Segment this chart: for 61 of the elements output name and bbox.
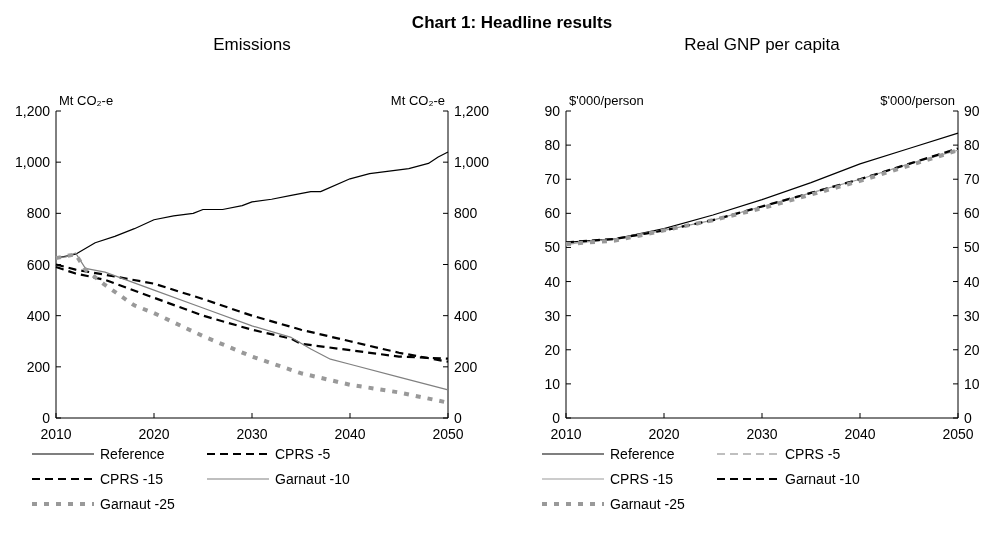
y2-tick-label: 60 xyxy=(964,205,980,222)
chart-subtitle: Real GNP per capita xyxy=(684,35,841,54)
x-tick-label: 2040 xyxy=(334,426,366,442)
legend-label: Garnaut -25 xyxy=(100,496,175,512)
chart-subtitle: Emissions xyxy=(213,35,291,54)
x-tick-label: 2010 xyxy=(550,426,582,442)
legend-label: Garnaut -10 xyxy=(785,471,860,487)
y2-tick-label: 400 xyxy=(454,307,478,324)
y-tick-label: 40 xyxy=(544,273,561,290)
y-axis-title: Mt CO₂-e xyxy=(59,93,114,108)
y2-tick-label: 40 xyxy=(964,273,980,290)
y-tick-label: 1,200 xyxy=(14,103,51,119)
y2-tick-label: 80 xyxy=(964,137,980,154)
y-tick-label: 200 xyxy=(26,358,51,375)
y-tick-label: 60 xyxy=(544,205,561,222)
legend-label: Reference xyxy=(100,446,165,462)
y2-tick-label: 10 xyxy=(964,375,980,392)
y2-tick-label: 1,000 xyxy=(454,154,490,171)
legend-label: CPRS -5 xyxy=(785,446,841,462)
y2-axis-title: $'000/person xyxy=(880,93,955,108)
y-tick-label: 50 xyxy=(544,239,561,256)
x-tick-label: 2020 xyxy=(138,426,170,442)
y-tick-label: 10 xyxy=(544,375,561,392)
y2-tick-label: 50 xyxy=(964,239,980,256)
y2-tick-label: 70 xyxy=(964,171,980,188)
legend-label: CPRS -15 xyxy=(100,471,164,487)
x-tick-label: 2040 xyxy=(844,426,876,442)
y2-tick-label: 1,200 xyxy=(454,103,490,119)
text: Chart 1: Headline results xyxy=(411,13,613,32)
x-tick-label: 2020 xyxy=(648,426,680,442)
x-tick-label: 2010 xyxy=(40,426,72,442)
y2-tick-label: 0 xyxy=(964,410,972,426)
legend-label: Reference xyxy=(610,446,675,462)
y2-tick-label: 800 xyxy=(454,205,478,222)
y2-tick-label: 600 xyxy=(454,256,478,273)
y-tick-label: 800 xyxy=(26,205,51,222)
y2-tick-label: 30 xyxy=(964,307,980,324)
x-tick-label: 2050 xyxy=(432,426,464,442)
y-tick-label: 30 xyxy=(544,307,561,324)
y2-tick-label: 200 xyxy=(454,358,478,375)
legend-label: Garnaut -25 xyxy=(610,496,685,512)
y-tick-label: 400 xyxy=(26,307,51,324)
y-tick-label: 90 xyxy=(544,103,561,119)
y2-tick-label: 90 xyxy=(964,103,980,119)
y2-tick-label: 20 xyxy=(964,341,980,358)
y-axis-title: $'000/person xyxy=(569,93,644,108)
y-tick-label: 0 xyxy=(552,410,561,426)
y-tick-label: 20 xyxy=(544,341,561,358)
legend-label: Garnaut -10 xyxy=(275,471,350,487)
x-tick-label: 2030 xyxy=(236,426,268,442)
y2-axis-title: Mt CO₂-e xyxy=(390,93,445,108)
y-tick-label: 80 xyxy=(544,137,561,154)
x-tick-label: 2030 xyxy=(746,426,778,442)
x-tick-label: 2050 xyxy=(942,426,974,442)
legend-label: CPRS -15 xyxy=(610,471,674,487)
y-tick-label: 70 xyxy=(544,171,561,188)
y-tick-label: 0 xyxy=(42,410,51,426)
y-tick-label: 1,000 xyxy=(14,154,51,171)
legend-label: CPRS -5 xyxy=(275,446,331,462)
y2-tick-label: 0 xyxy=(454,410,462,426)
y-tick-label: 600 xyxy=(26,256,51,273)
